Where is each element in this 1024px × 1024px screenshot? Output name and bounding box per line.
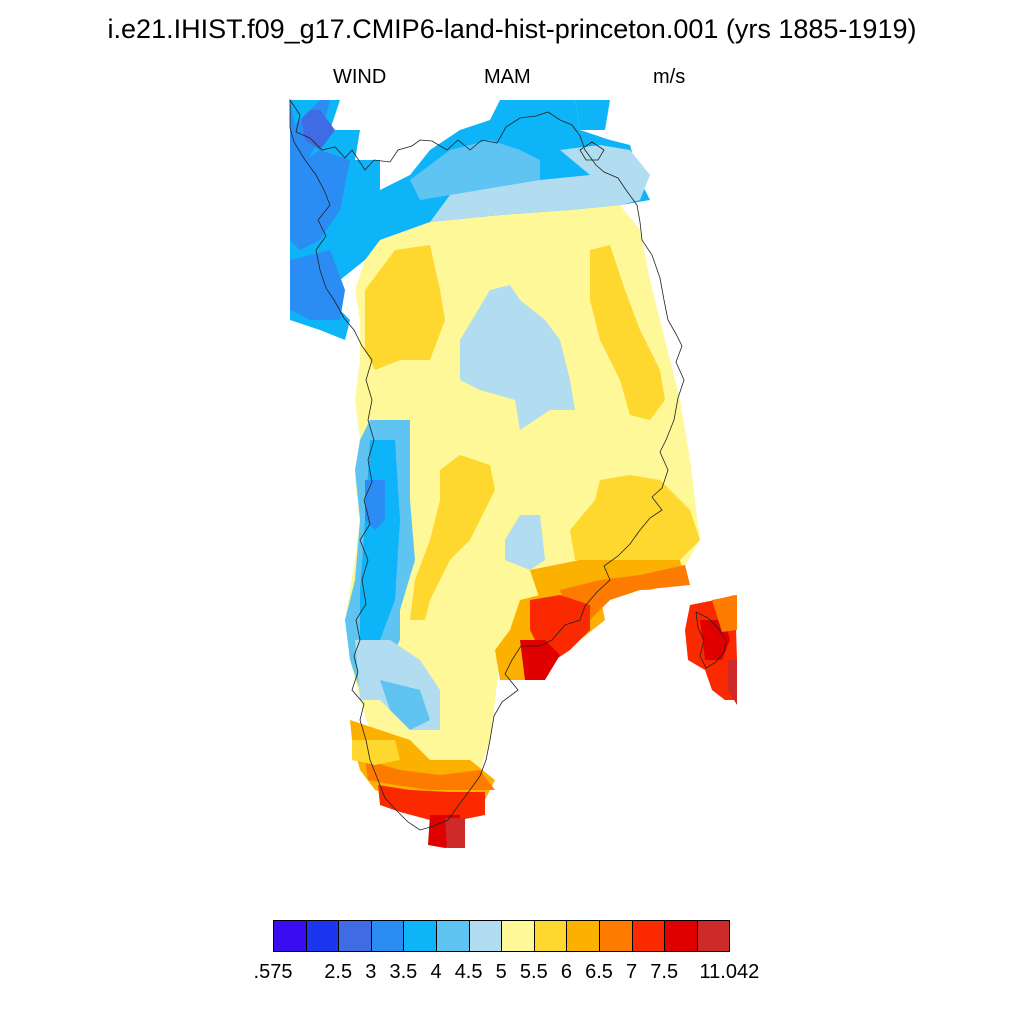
season-label: MAM xyxy=(484,66,531,88)
colorbar-tick-label: 3 xyxy=(365,961,377,983)
map-region xyxy=(290,150,350,250)
map-region xyxy=(365,760,495,790)
map-region xyxy=(570,475,700,565)
map-region xyxy=(300,110,335,150)
colorbar-tick-label: 2.5 xyxy=(324,961,353,983)
colorbar-swatch xyxy=(664,920,698,952)
map-region xyxy=(290,100,650,340)
map-region xyxy=(290,250,345,320)
map-region xyxy=(410,140,540,200)
colorbar-swatch xyxy=(599,920,633,952)
map-region xyxy=(378,785,485,820)
colorbar-tick-label: 7 xyxy=(626,961,638,983)
colorbar-tick-label: 7.5 xyxy=(650,961,679,983)
colorbar-swatch xyxy=(696,920,731,952)
colorbar-swatch xyxy=(501,920,535,952)
plot-title: i.e21.IHIST.f09_g17.CMIP6-land-hist-prin… xyxy=(107,14,917,44)
colorbar-tick-label: 4.5 xyxy=(454,961,483,983)
map-region xyxy=(460,285,575,430)
colorbar-swatch xyxy=(273,920,307,952)
colorbar-swatch xyxy=(436,920,470,952)
colorbar-swatch xyxy=(338,920,372,952)
map-region xyxy=(728,660,737,705)
map-region xyxy=(365,480,385,530)
map-region xyxy=(290,100,320,125)
colorbar-swatch xyxy=(566,920,600,952)
map-region xyxy=(352,740,400,765)
colorbar-tick-label: 4 xyxy=(430,961,442,983)
map-region xyxy=(365,245,445,370)
map-region xyxy=(430,175,640,222)
map-region xyxy=(590,245,665,420)
colorbar-swatch xyxy=(631,920,666,952)
units-label: m/s xyxy=(653,66,686,88)
colorbar-tick-label: 6.5 xyxy=(585,961,613,983)
map-region xyxy=(380,680,430,730)
map-grid-cells xyxy=(290,100,737,848)
map-region xyxy=(712,595,737,632)
colorbar-swatch xyxy=(403,920,437,952)
colorbar-tick-label: 5 xyxy=(495,961,507,983)
colorbar-swatch xyxy=(370,920,405,952)
map-region xyxy=(505,515,545,570)
colorbar-tick-label: 5.5 xyxy=(519,961,548,983)
colorbar-swatch xyxy=(305,920,340,952)
map-region xyxy=(520,640,560,680)
colorbar-tick-label: 6 xyxy=(560,961,572,983)
variable-label: WIND xyxy=(333,66,387,88)
coastline xyxy=(289,98,727,831)
map-region xyxy=(560,565,690,620)
map-region xyxy=(410,455,495,620)
colorbar-tick-label: .575 xyxy=(253,961,293,983)
colorbar-tick-label: 11.042 xyxy=(699,961,760,983)
colorbar-swatch xyxy=(468,920,503,952)
map-region xyxy=(445,818,465,848)
map-region xyxy=(575,100,610,130)
colorbar-swatch xyxy=(533,920,568,952)
colorbar-tick-label: 3.5 xyxy=(389,961,418,983)
